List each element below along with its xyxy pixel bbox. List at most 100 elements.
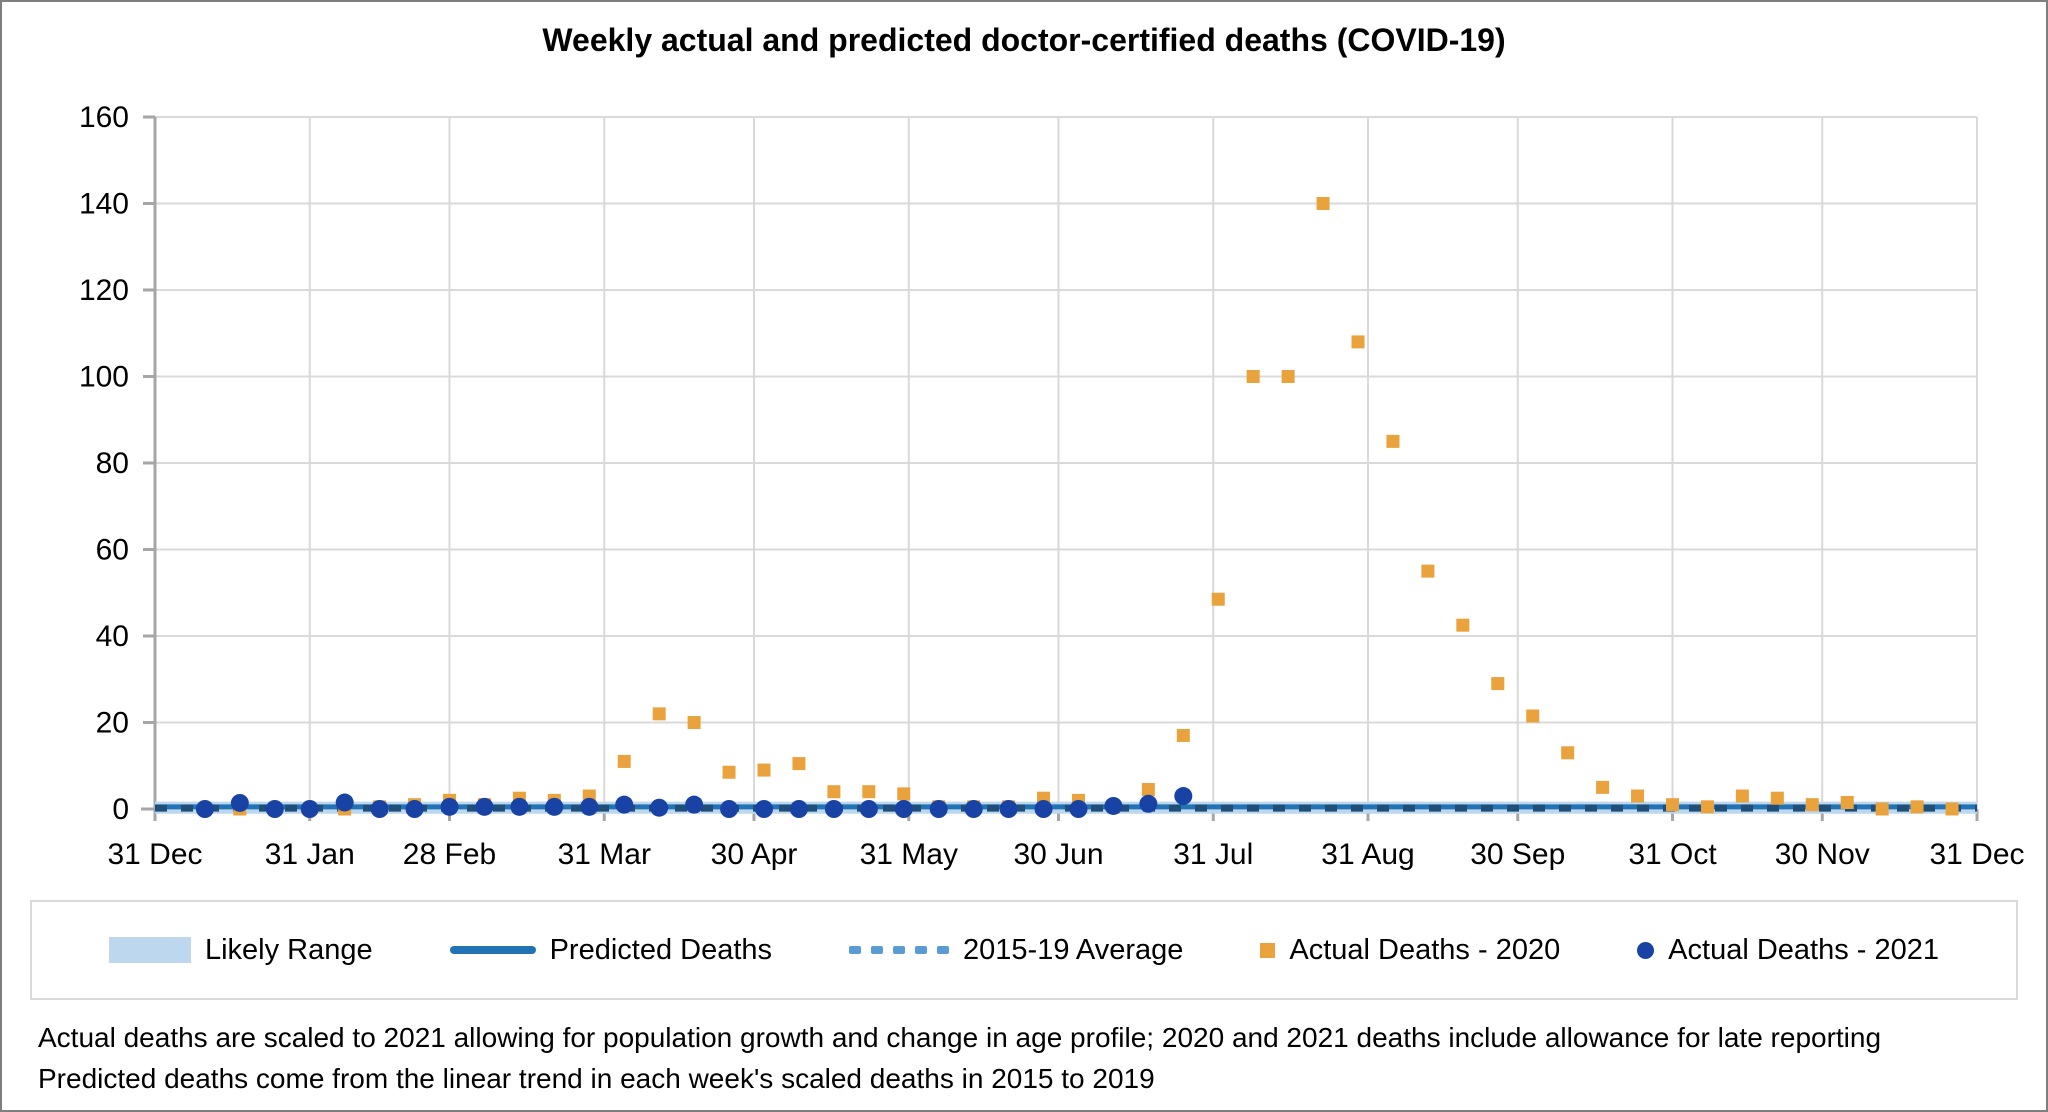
actual-2021-point: [510, 797, 529, 816]
legend-label: Likely Range: [204, 933, 373, 966]
chart-legend: Likely Range Predicted Deaths 2015-19 Av…: [30, 900, 2018, 1000]
actual-2021-point: [754, 800, 773, 818]
actual-2021-point: [195, 800, 214, 818]
actual-2021-point: [300, 800, 319, 818]
actual-2021-point: [1069, 800, 1088, 818]
actual-2021-point: [475, 797, 494, 816]
actual-2021-point: [370, 800, 389, 818]
x-axis-label: 30 Apr: [711, 838, 798, 871]
y-axis-label: 100: [79, 361, 129, 394]
actual-2020-point: [862, 785, 876, 799]
y-axis-label: 120: [79, 274, 129, 307]
legend-label: Actual Deaths - 2020: [1289, 933, 1561, 966]
actual-2020-point: [1141, 783, 1155, 797]
x-axis-label: 31 Jan: [265, 838, 355, 871]
actual-2020-point: [897, 787, 911, 801]
actual-2020-point: [1561, 746, 1575, 760]
x-axis-label: 28 Feb: [403, 838, 496, 871]
actual-2020-point: [617, 754, 631, 768]
actual-2020-point: [1666, 798, 1680, 812]
actual-2020-point: [1316, 197, 1330, 210]
x-axis-label: 30 Jun: [1013, 838, 1103, 871]
actual-2020-point: [1526, 709, 1540, 723]
actual-2020-point: [1805, 798, 1819, 812]
actual-2021-point: [1174, 787, 1193, 806]
actual-2020-point: [1735, 789, 1749, 803]
x-axis-label: 31 Aug: [1321, 838, 1414, 871]
actual-2021-point: [230, 793, 249, 812]
x-axis-label: 30 Nov: [1775, 838, 1870, 871]
legend-item-predicted-deaths: Predicted Deaths: [449, 933, 773, 967]
legend-label: 2015-19 Average: [963, 933, 1184, 966]
footnote-line-2: Predicted deaths come from the linear tr…: [38, 1062, 1155, 1094]
actual-2020-point: [1176, 728, 1190, 742]
actual-2020-point: [1631, 789, 1645, 803]
actual-2020-point: [1910, 800, 1924, 814]
actual-2020-point: [1211, 592, 1225, 606]
actual-2020-point: [1875, 802, 1889, 816]
actual-2021-point: [894, 800, 913, 818]
actual-2020-point: [1700, 800, 1714, 814]
y-axis-label: 20: [96, 707, 129, 740]
legend-item-actual-2020: Actual Deaths - 2020: [1260, 934, 1560, 967]
actual-2020-point: [1351, 335, 1365, 349]
actual-2020-point: [1840, 796, 1854, 810]
chart-plot-area: 0 20 40 60 80 100 120 140 160 31 Dec 31 Jan 28 Feb 3…: [79, 101, 2025, 871]
actual-2021-point: [964, 800, 983, 818]
y-axis-label: 140: [79, 188, 129, 221]
predicted-deaths-line-icon: [449, 946, 536, 954]
x-axis-label: 31 Jul: [1173, 838, 1253, 871]
actual-2020-point: [792, 757, 806, 771]
actual-2021-point: [999, 800, 1018, 818]
actual-2020-point: [757, 763, 771, 777]
actual-2021-point: [650, 798, 669, 817]
x-axis-label: 31 Dec: [1929, 838, 2024, 871]
actual-2021-point: [859, 800, 878, 818]
legend-label: Predicted Deaths: [549, 933, 773, 966]
actual-2021-point: [824, 800, 843, 818]
actual-2020-point: [1770, 791, 1784, 805]
actual-2021-point: [1139, 794, 1158, 813]
chart-footnotes: Actual deaths are scaled to 2021 allowin…: [38, 1018, 2046, 1099]
actual-2020-point: [1281, 370, 1295, 383]
actual-2021-point: [265, 800, 284, 818]
actual-2020-point: [722, 765, 736, 779]
x-axis-label: 31 Oct: [1628, 838, 1717, 871]
legend-item-2015-19-average: 2015-19 Average: [849, 934, 1183, 967]
x-axis-label: 31 Dec: [107, 838, 202, 871]
actual-2020-point: [1246, 370, 1260, 383]
actual-2020-point: [1596, 780, 1610, 794]
actual-2021-point: [685, 795, 704, 814]
y-axis-label: 40: [96, 620, 129, 653]
legend-item-actual-2021: Actual Deaths - 2021: [1637, 934, 1939, 967]
actual-2020-point: [827, 785, 841, 799]
actual-2021-point: [789, 800, 808, 818]
actual-2021-point: [545, 797, 564, 816]
chart-title: Weekly actual and predicted doctor-certi…: [542, 22, 1506, 58]
actual-2021-point: [615, 795, 634, 814]
actual-2021-point: [720, 800, 739, 818]
actual-2021-point: [929, 800, 948, 818]
average-dashed-line-icon: [849, 946, 950, 954]
y-axis-label: 60: [96, 534, 129, 567]
actual-2021-circle-icon: [1637, 941, 1655, 959]
actual-2020-point: [687, 716, 701, 729]
likely-range-swatch-icon: [108, 937, 191, 963]
actual-2021-point: [405, 800, 424, 818]
actual-2021-point: [580, 797, 599, 816]
actual-2020-point: [1421, 564, 1435, 578]
x-axis-label: 31 Mar: [558, 838, 651, 871]
y-axis-label: 0: [112, 793, 129, 826]
legend-item-likely-range: Likely Range: [108, 933, 373, 967]
actual-2021-point: [1104, 796, 1123, 815]
actual-2020-point: [1945, 802, 1959, 816]
actual-2021-point: [440, 797, 459, 816]
actual-2021-point: [335, 793, 354, 812]
x-axis-label: 30 Sep: [1470, 838, 1565, 871]
x-axis-label: 31 May: [860, 838, 958, 871]
actual-2020-point: [1386, 434, 1400, 448]
y-axis-label: 160: [79, 101, 129, 134]
footnote-line-1: Actual deaths are scaled to 2021 allowin…: [38, 1022, 1882, 1053]
legend-label: Actual Deaths - 2021: [1668, 933, 1939, 966]
